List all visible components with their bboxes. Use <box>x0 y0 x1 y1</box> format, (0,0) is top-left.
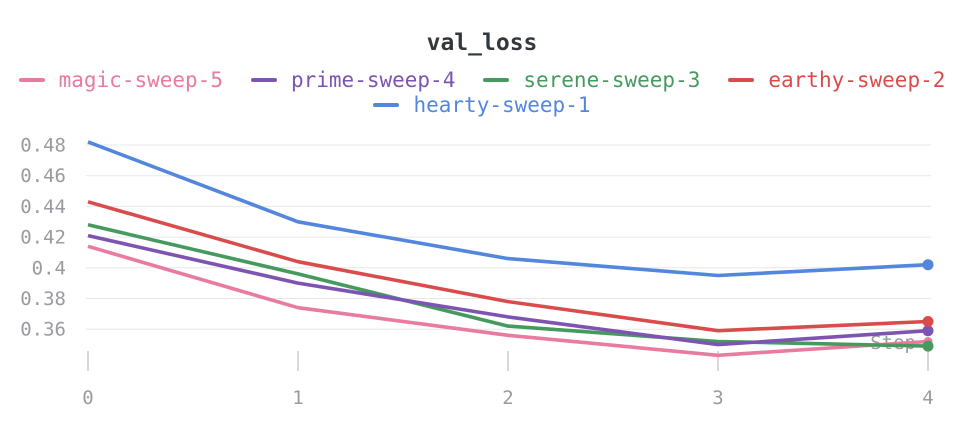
x-tick-label: 1 <box>292 387 303 409</box>
endpoint-dot-prime-sweep-4 <box>922 325 934 337</box>
legend-item-earthy-sweep-2[interactable]: earthy-sweep-2 <box>728 67 945 92</box>
y-tick-label: 0.42 <box>20 227 66 249</box>
series-line-hearty-sweep-1 <box>87 140 929 278</box>
x-tick-label: 3 <box>712 387 723 409</box>
legend-label: serene-sweep-3 <box>523 67 701 92</box>
y-tick-label: 0.36 <box>20 319 66 341</box>
legend-label: hearty-sweep-1 <box>413 92 591 117</box>
legend-label: earthy-sweep-2 <box>768 67 946 92</box>
legend-item-prime-sweep-4[interactable]: prime-sweep-4 <box>250 67 456 92</box>
legend-item-serene-sweep-3[interactable]: serene-sweep-3 <box>483 67 700 92</box>
y-tick-label: 0.48 <box>20 135 66 157</box>
y-tick-label: 0.46 <box>20 165 66 187</box>
legend-swatch-prime-sweep-4 <box>250 77 277 82</box>
legend-label: magic-sweep-5 <box>58 67 223 92</box>
legend-swatch-hearty-sweep-1 <box>373 102 400 107</box>
chart-legend: magic-sweep-5 prime-sweep-4 serene-sweep-3… <box>7 67 957 117</box>
series-line-prime-sweep-4 <box>87 233 929 347</box>
legend-swatch-earthy-sweep-2 <box>728 77 755 82</box>
legend-swatch-serene-sweep-3 <box>483 77 510 82</box>
series-line-earthy-sweep-2 <box>87 200 929 333</box>
x-tick-label: 0 <box>82 387 93 409</box>
endpoint-dot-serene-sweep-3 <box>922 340 934 352</box>
x-tick-label: 4 <box>922 387 933 409</box>
legend-item-magic-sweep-5[interactable]: magic-sweep-5 <box>18 67 223 92</box>
series-line-magic-sweep-5 <box>87 244 929 358</box>
legend-swatch-magic-sweep-5 <box>18 77 45 82</box>
y-tick-label: 0.4 <box>32 257 66 279</box>
endpoint-dot-hearty-sweep-1 <box>922 259 934 271</box>
y-tick-label: 0.38 <box>20 288 66 310</box>
legend-item-hearty-sweep-1[interactable]: hearty-sweep-1 <box>373 92 591 117</box>
legend-label: prime-sweep-4 <box>290 67 456 92</box>
endpoint-dot-earthy-sweep-2 <box>922 316 934 327</box>
y-tick-label: 0.44 <box>20 196 66 218</box>
x-tick-label: 2 <box>502 387 513 409</box>
series-line-serene-sweep-3 <box>87 223 929 348</box>
chart-title: val_loss <box>426 30 538 56</box>
